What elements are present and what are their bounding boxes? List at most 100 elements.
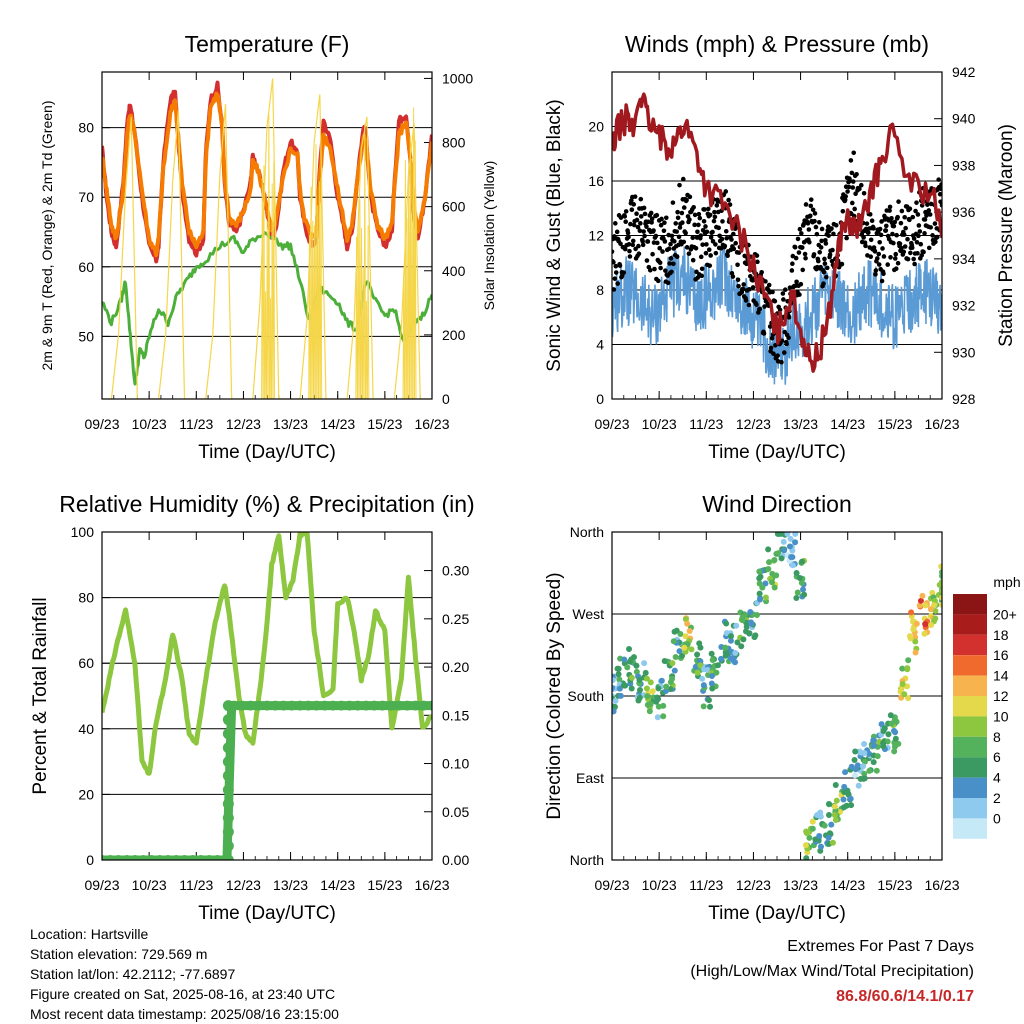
gust-point xyxy=(668,256,674,261)
precip-point xyxy=(220,855,231,860)
y2-axis-label: Station Pressure (Maroon) xyxy=(996,124,1017,347)
direction-point xyxy=(722,649,729,656)
direction-point xyxy=(787,535,794,542)
recent-timestamp: Most recent data timestamp: 2025/08/16 2… xyxy=(30,1006,339,1022)
legend-label: 14 xyxy=(993,668,1009,684)
gust-point xyxy=(938,199,942,205)
y-axis-label: Direction (Colored By Speed) xyxy=(544,572,565,819)
gust-point xyxy=(672,239,677,244)
direction-point xyxy=(655,703,662,710)
solar-spike xyxy=(309,186,313,399)
gust-point xyxy=(907,206,913,212)
gust-point xyxy=(917,229,923,234)
gust-point xyxy=(818,245,824,250)
direction-point xyxy=(829,839,836,846)
direction-point xyxy=(939,579,942,586)
gust-point xyxy=(710,229,715,235)
gust-point xyxy=(868,237,874,243)
gust-point xyxy=(668,241,673,247)
y-tick-label: North xyxy=(570,524,604,540)
gust-point xyxy=(853,191,858,196)
direction-point xyxy=(792,539,799,546)
direction-point xyxy=(636,676,643,683)
y2-tick-label: 938 xyxy=(952,157,976,173)
legend-swatch xyxy=(953,655,987,676)
direction-point xyxy=(709,685,716,692)
gust-point xyxy=(623,209,629,214)
x-tick-label: 11/23 xyxy=(689,877,723,893)
gust-point xyxy=(622,214,628,219)
extremes-values: 86.8/60.6/14.1/0.17 xyxy=(836,988,974,1005)
x-tick-label: 16/23 xyxy=(924,416,959,432)
gust-point xyxy=(885,262,891,267)
gust-point xyxy=(932,221,938,226)
solar-spike xyxy=(319,177,323,399)
gust-point xyxy=(925,202,930,207)
precip-point xyxy=(328,700,338,711)
direction-point xyxy=(692,663,699,670)
direction-point xyxy=(747,608,754,615)
gust-point xyxy=(821,281,826,286)
y2-tick-label: 400 xyxy=(442,263,466,279)
precip-point xyxy=(222,784,234,796)
direction-point xyxy=(708,650,715,657)
gust-point xyxy=(690,235,696,241)
gust-point xyxy=(869,218,875,224)
y-tick-label: 12 xyxy=(588,228,604,244)
y2-tick-label: 600 xyxy=(442,199,466,215)
direction-point xyxy=(732,650,739,657)
direction-point xyxy=(910,626,917,633)
gust-point xyxy=(761,331,767,336)
gust-point xyxy=(903,225,908,231)
direction-point xyxy=(821,822,828,829)
gust-point xyxy=(873,268,879,273)
direction-point xyxy=(786,543,793,550)
direction-point xyxy=(891,748,898,755)
gust-point xyxy=(651,228,656,233)
precip-point xyxy=(295,700,305,711)
precip-point xyxy=(245,700,256,711)
gust-point xyxy=(674,229,679,234)
gust-point xyxy=(717,233,722,239)
direction-point xyxy=(734,639,741,646)
gust-point xyxy=(651,240,657,245)
gust-point xyxy=(779,359,784,365)
gust-point xyxy=(827,252,833,258)
direction-point xyxy=(817,813,824,820)
x-tick-label: 15/23 xyxy=(367,416,402,432)
gust-point xyxy=(708,253,713,258)
direction-point xyxy=(766,559,773,566)
x-tick-label: 09/23 xyxy=(84,877,119,893)
direction-point xyxy=(733,622,740,629)
gust-point xyxy=(740,286,746,292)
direction-point xyxy=(939,594,942,601)
x-tick-label: 14/23 xyxy=(830,877,865,893)
gust-point xyxy=(633,246,638,252)
gust-point xyxy=(897,241,903,247)
chart-title: Temperature (F) xyxy=(185,31,350,57)
gust-point xyxy=(743,298,749,303)
direction-point xyxy=(788,554,795,561)
direction-point xyxy=(643,685,650,692)
gust-point xyxy=(831,231,836,237)
gust-point xyxy=(852,206,857,212)
direction-point xyxy=(759,584,766,591)
direction-point xyxy=(828,821,835,828)
y2-tick-label: 930 xyxy=(952,344,976,360)
direction-point xyxy=(927,606,934,613)
direction-point xyxy=(714,662,721,669)
direction-point xyxy=(681,644,688,651)
gust-point xyxy=(786,335,791,341)
direction-point xyxy=(647,679,654,686)
direction-point xyxy=(612,703,618,710)
precip-point xyxy=(222,742,234,754)
precip-point xyxy=(222,826,234,838)
precip-point xyxy=(105,855,116,860)
gust-point xyxy=(701,219,707,224)
gust-point xyxy=(754,253,760,258)
legend-swatch xyxy=(953,757,987,778)
solar-spike xyxy=(357,224,360,399)
direction-point xyxy=(938,563,942,570)
direction-point xyxy=(870,759,877,766)
gust-point xyxy=(631,202,637,207)
